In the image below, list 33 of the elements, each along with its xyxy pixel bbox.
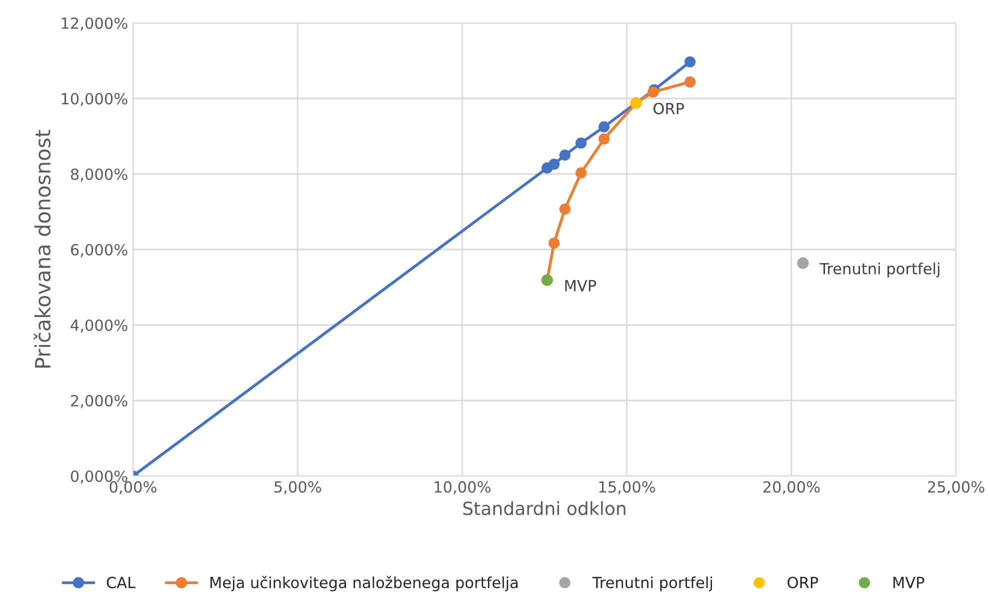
- point: [648, 86, 659, 98]
- x-tick-label: 5,00%: [274, 481, 322, 494]
- point: [684, 56, 696, 68]
- point: [559, 150, 570, 161]
- point: [559, 204, 570, 215]
- y-tick-label: 2,000%: [71, 394, 128, 408]
- point: [575, 167, 587, 178]
- annotation: MVP: [565, 280, 596, 292]
- y-tick-label: 12,000%: [62, 17, 128, 31]
- point: [575, 137, 587, 149]
- point: [548, 158, 560, 170]
- x-tick-label: 25,00%: [928, 481, 984, 494]
- legend-label: Trenutni portfelj: [592, 576, 712, 592]
- y-tick-label: 8,000%: [70, 168, 128, 182]
- legend-label: MVP: [893, 576, 924, 588]
- y-tick-label: 4,000%: [70, 319, 128, 333]
- x-tick-label: 20,00%: [763, 481, 820, 494]
- x-tick-label: 15,00%: [599, 481, 656, 494]
- point: [598, 133, 610, 144]
- y-tick-label: 10,000%: [62, 92, 128, 106]
- annotation: ORP: [654, 102, 684, 114]
- point: [684, 76, 696, 88]
- y-axis-title: Pričakovana donosnost: [34, 130, 51, 368]
- point: [598, 121, 610, 132]
- legend-label: CAL: [106, 576, 136, 588]
- legend-label: Meja učinkovitega naložbenega portfelja: [210, 576, 518, 592]
- point: [548, 238, 560, 249]
- y-tick-label: 6,000%: [70, 244, 128, 258]
- x-axis-title: Standardni odklon: [463, 501, 626, 516]
- x-tick-label: 10,00%: [434, 481, 490, 494]
- point: [797, 257, 809, 269]
- annotation: Trenutni portfelj: [820, 262, 940, 278]
- legend-label: ORP: [788, 576, 818, 588]
